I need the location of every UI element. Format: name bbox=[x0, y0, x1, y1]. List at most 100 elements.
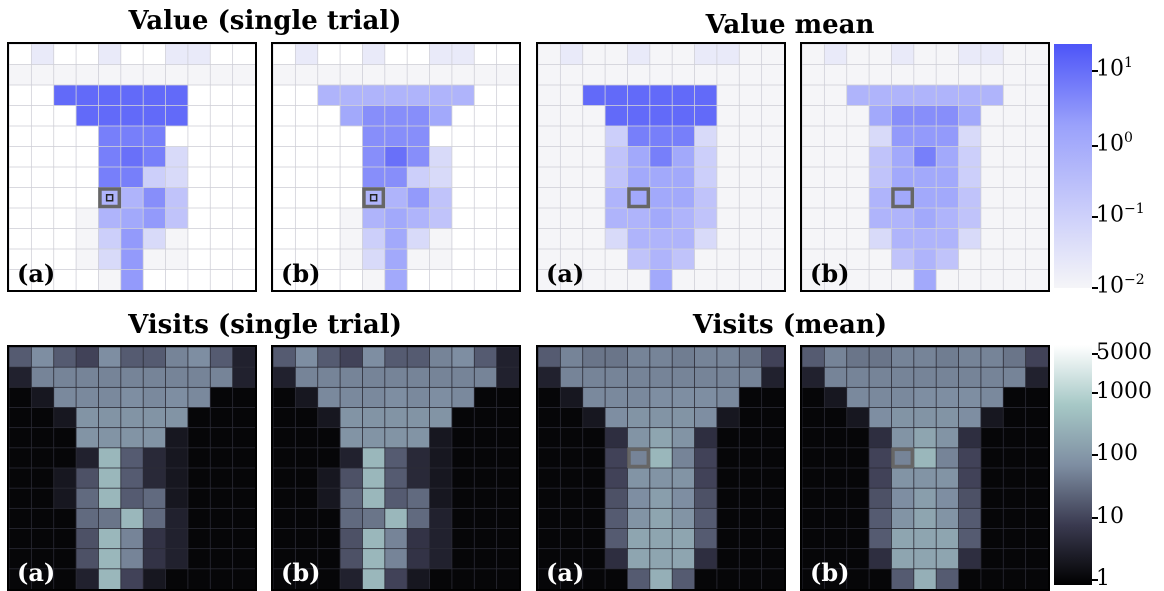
heatmap-cell bbox=[9, 447, 33, 469]
heatmap-cell bbox=[496, 248, 519, 271]
heatmap-cell bbox=[559, 507, 584, 530]
heatmap-cell bbox=[1002, 64, 1027, 86]
heatmap-cell bbox=[538, 207, 562, 230]
heatmap-cell bbox=[142, 386, 167, 409]
heatmap-cell bbox=[496, 427, 519, 449]
heatmap-cell bbox=[406, 407, 431, 429]
heatmap-cell bbox=[473, 386, 498, 409]
heatmap-cell bbox=[671, 347, 696, 369]
heatmap-cell bbox=[980, 84, 1005, 107]
heatmap-cell bbox=[559, 407, 584, 429]
heatmap-cell bbox=[761, 467, 784, 490]
heatmap-cell bbox=[317, 166, 341, 189]
heatmap-cell bbox=[406, 347, 431, 369]
heatmap-cell bbox=[473, 487, 498, 510]
heatmap-cell bbox=[30, 166, 55, 189]
heatmap-cell bbox=[627, 64, 651, 86]
heatmap-cell bbox=[891, 366, 915, 389]
heatmap-cell bbox=[671, 125, 696, 148]
heatmap-cell bbox=[559, 427, 584, 449]
heatmap-cell bbox=[649, 366, 674, 389]
heatmap-cell bbox=[559, 64, 584, 86]
heatmap-cell bbox=[627, 269, 651, 290]
heatmap-cell bbox=[165, 207, 189, 230]
heatmap-cell bbox=[362, 228, 386, 250]
heatmap-cell bbox=[671, 146, 696, 168]
heatmap-cell bbox=[273, 207, 297, 230]
heatmap-cell bbox=[9, 207, 33, 230]
heatmap-cell bbox=[1025, 347, 1048, 369]
heatmap-cell bbox=[429, 467, 453, 490]
heatmap-cell bbox=[406, 507, 431, 530]
heatmap-cell bbox=[802, 84, 826, 107]
heatmap-cell bbox=[627, 568, 651, 589]
heatmap-cell bbox=[317, 248, 341, 271]
heatmap-cell bbox=[142, 125, 167, 148]
heatmap-cell bbox=[142, 105, 167, 127]
heatmap-cell bbox=[232, 528, 255, 550]
heatmap-cell bbox=[627, 44, 651, 66]
heatmap-cell bbox=[716, 146, 741, 168]
heatmap-cell bbox=[75, 248, 100, 271]
heatmap-cell bbox=[120, 228, 145, 250]
heatmap-cell bbox=[823, 84, 848, 107]
heatmap-cell bbox=[935, 228, 960, 250]
heatmap-cell bbox=[187, 146, 212, 168]
heatmap-cell bbox=[694, 105, 718, 127]
heatmap-cell bbox=[339, 269, 364, 290]
heatmap-cell bbox=[9, 507, 33, 530]
heatmap-cell bbox=[142, 568, 167, 589]
heatmap-cell bbox=[75, 386, 100, 409]
heatmap-cell bbox=[98, 568, 122, 589]
heatmap-cell bbox=[362, 269, 386, 290]
heatmap-cell bbox=[846, 427, 870, 449]
heatmap-cell bbox=[694, 187, 718, 209]
heatmap-cell bbox=[913, 125, 938, 148]
heatmap-cell bbox=[75, 207, 100, 230]
heatmap-cell bbox=[406, 207, 431, 230]
heatmap-cell bbox=[53, 105, 77, 127]
heatmap-cell bbox=[1002, 467, 1027, 490]
heatmap-cell bbox=[53, 386, 77, 409]
heatmap-cell bbox=[384, 386, 409, 409]
heatmap-cell bbox=[694, 248, 718, 271]
heatmap-cell bbox=[317, 568, 341, 589]
heatmap-cell bbox=[846, 386, 870, 409]
heatmap-cell bbox=[958, 84, 982, 107]
heatmap-cell bbox=[1025, 146, 1048, 168]
value-single-heatmap-b: (b) bbox=[271, 42, 521, 292]
heatmap-cell bbox=[846, 269, 870, 290]
heatmap-cell bbox=[582, 84, 606, 107]
heatmap-cell bbox=[165, 84, 189, 107]
heatmap-cell bbox=[694, 146, 718, 168]
heatmap-cell bbox=[209, 467, 234, 490]
heatmap-cell bbox=[823, 228, 848, 250]
heatmap-cell bbox=[384, 44, 409, 66]
heatmap-cell bbox=[958, 207, 982, 230]
heatmap-cell bbox=[538, 84, 562, 107]
heatmap-cell bbox=[538, 487, 562, 510]
heatmap-cell bbox=[1002, 84, 1027, 107]
heatmap-cell bbox=[98, 166, 122, 189]
heatmap-cell bbox=[165, 228, 189, 250]
heatmap-cell bbox=[339, 507, 364, 530]
heatmap-cell bbox=[187, 84, 212, 107]
heatmap-cell bbox=[559, 44, 584, 66]
heatmap-cell bbox=[913, 44, 938, 66]
heatmap-cell bbox=[384, 467, 409, 490]
value-colorbar-tick: 100 bbox=[1096, 130, 1133, 157]
visits-colorbar-tick: 100 bbox=[1096, 441, 1138, 466]
heatmap-cell bbox=[935, 407, 960, 429]
heatmap-cell bbox=[75, 467, 100, 490]
heatmap-cell bbox=[802, 207, 826, 230]
heatmap-cell bbox=[75, 507, 100, 530]
heatmap-cell bbox=[582, 528, 606, 550]
heatmap-cell bbox=[649, 427, 674, 449]
heatmap-cell bbox=[694, 84, 718, 107]
heatmap-cell bbox=[362, 507, 386, 530]
heatmap-cell bbox=[980, 447, 1005, 469]
heatmap-cell bbox=[120, 187, 145, 209]
heatmap-cell bbox=[294, 467, 319, 490]
heatmap-cell bbox=[846, 146, 870, 168]
heatmap-cell bbox=[429, 44, 453, 66]
